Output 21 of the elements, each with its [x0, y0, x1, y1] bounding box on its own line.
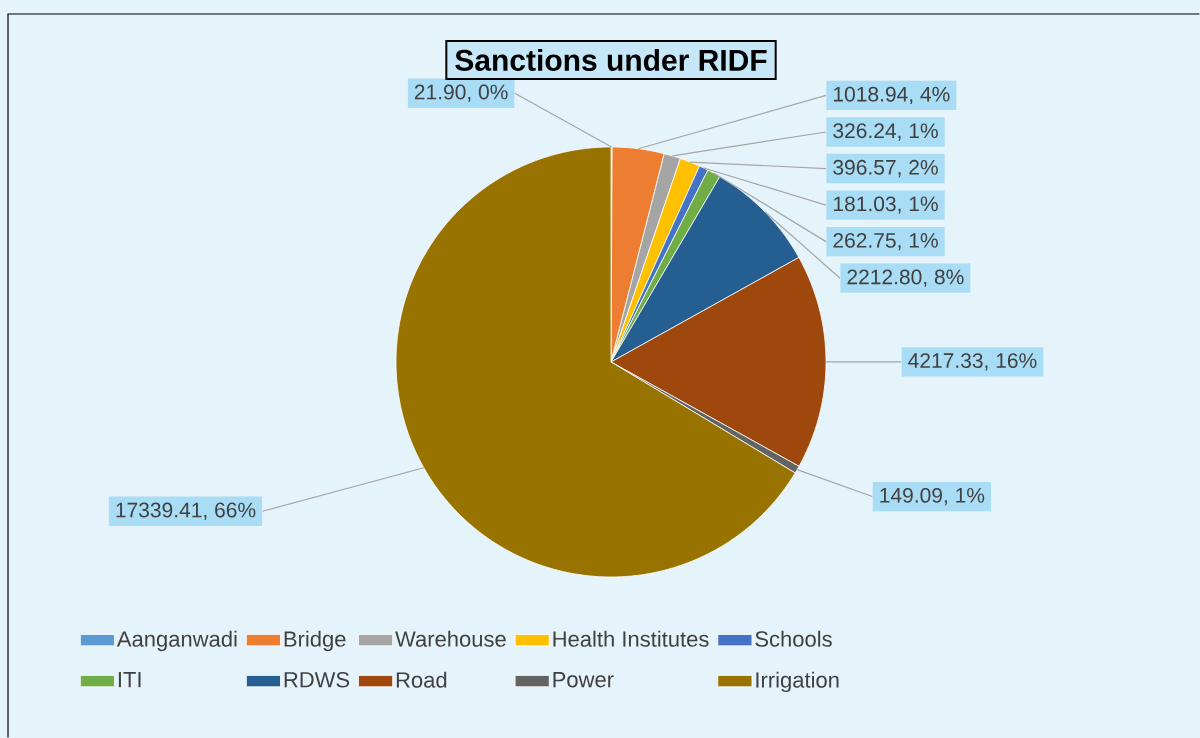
data-label: 181.03, 1%: [834, 196, 938, 214]
legend-label: Road: [396, 671, 447, 688]
data-label: 21.90, 0%: [414, 84, 508, 102]
data-label: 262.75, 1%: [833, 232, 938, 251]
chart-title: Sanctions under RIDF: [455, 48, 767, 71]
data-label: 396.57, 2%: [833, 159, 938, 178]
data-label: 326.24, 1%: [833, 123, 938, 141]
legend-label: Irrigation: [756, 671, 839, 693]
legend-label: Warehouse: [395, 630, 506, 647]
legend-label: Bridge: [284, 630, 346, 652]
legend-label: RDWS: [284, 671, 350, 688]
data-label: 1018.94, 4%: [834, 86, 950, 105]
legend-label: Power: [553, 672, 614, 688]
legend-label: Aanganwadi: [116, 630, 237, 652]
legend-label: Schools: [755, 630, 832, 647]
data-label: 149.09, 1%: [880, 487, 985, 506]
legend-label: Health Institutes: [553, 630, 709, 647]
data-label: 4217.33, 16%: [908, 353, 1037, 371]
data-label: 2212.80, 8%: [847, 269, 964, 287]
legend-label: ITI: [118, 672, 141, 688]
data-label: 17339.41, 66%: [116, 502, 256, 520]
